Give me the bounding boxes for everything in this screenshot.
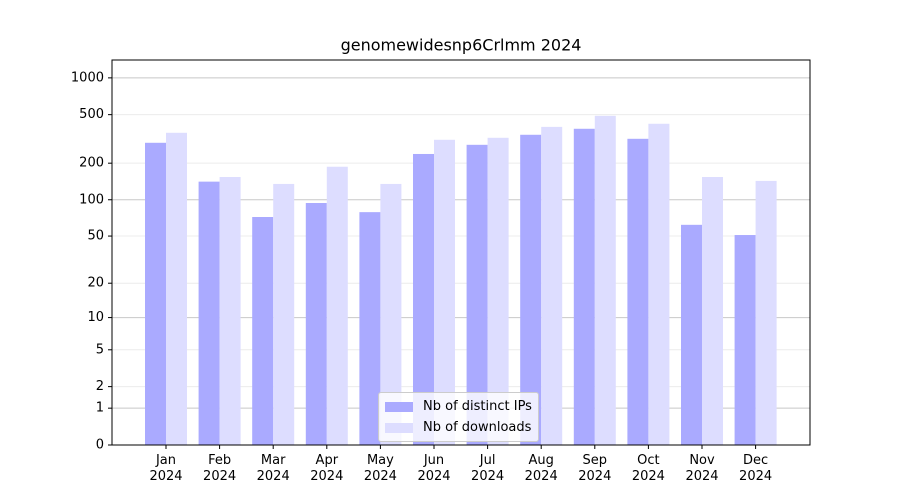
x-tick-label: Jul 2024 xyxy=(471,453,505,484)
legend-swatch xyxy=(385,401,413,412)
bar xyxy=(252,217,274,445)
y-tick-label: 20 xyxy=(87,276,104,291)
x-tick-label: Oct 2024 xyxy=(631,453,665,484)
bar xyxy=(326,166,348,445)
bar xyxy=(380,183,402,445)
y-tick-label: 2 xyxy=(96,379,104,394)
x-tick-label: Nov 2024 xyxy=(685,453,719,484)
x-tick-label: Jan 2024 xyxy=(149,453,183,484)
bar xyxy=(273,183,295,445)
y-tick-label: 50 xyxy=(87,229,104,244)
x-tick-label: Apr 2024 xyxy=(310,453,344,484)
y-tick-label: 200 xyxy=(79,156,104,171)
legend-item: Nb of downloads xyxy=(385,417,532,438)
chart-title: genomewidesnp6Crlmm 2024 xyxy=(341,36,582,55)
y-tick-label: 10 xyxy=(87,310,104,325)
x-tick-label: Dec 2024 xyxy=(739,453,773,484)
x-tick-label: Aug 2024 xyxy=(524,453,558,484)
bar xyxy=(166,132,187,445)
bar xyxy=(648,123,670,445)
bar xyxy=(594,115,616,445)
y-tick-label: 1000 xyxy=(71,70,104,85)
y-tick-label: 0 xyxy=(96,438,104,453)
bar xyxy=(541,126,563,445)
x-tick-label: Sep 2024 xyxy=(578,453,612,484)
bar xyxy=(198,181,220,445)
bar xyxy=(434,139,455,446)
y-tick-label: 500 xyxy=(79,107,104,122)
legend: Nb of distinct IPs Nb of downloads xyxy=(378,392,539,442)
bar xyxy=(681,224,702,445)
y-tick-label: 100 xyxy=(79,192,104,207)
bar xyxy=(219,176,241,445)
bar xyxy=(305,203,327,445)
bar xyxy=(466,144,488,445)
bar xyxy=(627,138,649,445)
legend-label: Nb of distinct IPs xyxy=(423,399,532,414)
x-tick-label: Feb 2024 xyxy=(203,453,237,484)
x-tick-label: Mar 2024 xyxy=(256,453,290,484)
x-tick-label: May 2024 xyxy=(363,453,397,484)
y-tick-label: 1 xyxy=(96,401,104,416)
bar xyxy=(755,180,777,446)
plot-frame xyxy=(111,59,811,446)
bar xyxy=(145,142,166,445)
bar xyxy=(734,235,756,445)
legend-label: Nb of downloads xyxy=(423,420,532,435)
bar xyxy=(487,137,509,445)
bar xyxy=(520,134,542,445)
bar xyxy=(573,128,595,445)
x-tick-label: Jun 2024 xyxy=(417,453,451,484)
y-tick-label: 5 xyxy=(96,342,104,357)
legend-swatch xyxy=(385,422,413,433)
bar xyxy=(359,212,381,445)
bar xyxy=(702,176,723,445)
legend-item: Nb of distinct IPs xyxy=(385,396,532,417)
bar xyxy=(413,153,434,445)
